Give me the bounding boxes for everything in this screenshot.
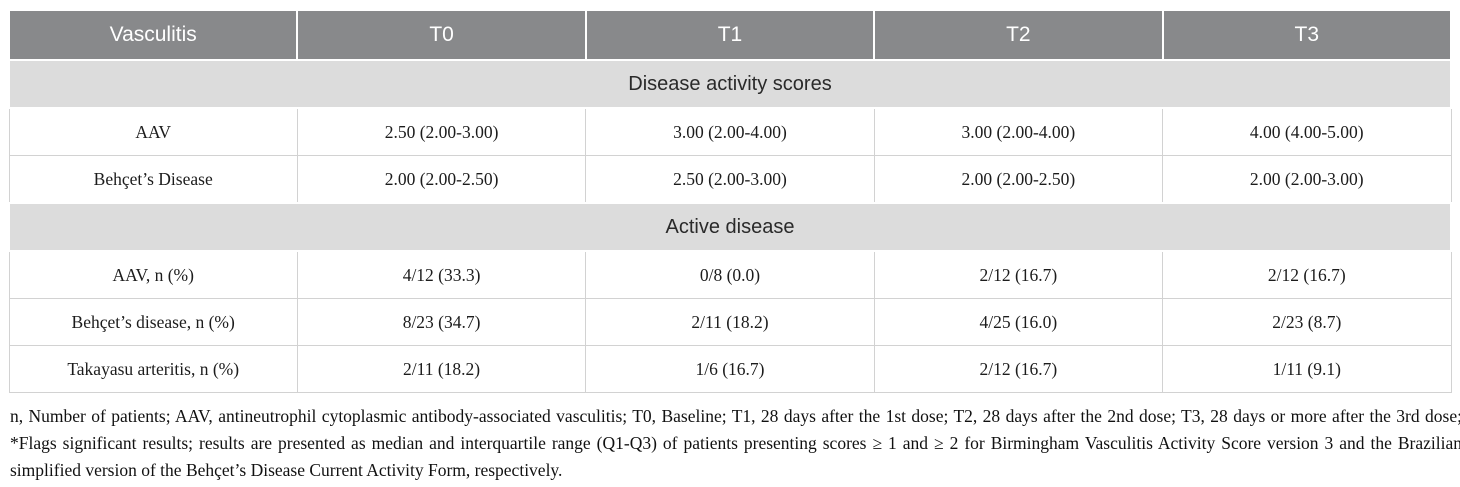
data-cell: 2.00 (2.00-2.50) (296, 155, 587, 204)
table-header-row: Vasculitis T0 T1 T2 T3 (7, 9, 1453, 61)
row-label: AAV, n (%) (8, 250, 298, 299)
data-cell: 1/6 (16.7) (585, 345, 875, 393)
section-header-row: Disease activity scores (8, 59, 1452, 109)
data-cell: 2/12 (16.7) (1162, 250, 1452, 299)
data-cell: 4/12 (33.3) (296, 250, 587, 299)
data-cell: 2/11 (18.2) (296, 345, 587, 393)
row-label: AAV (8, 107, 298, 156)
data-cell: 3.00 (2.00-4.00) (873, 107, 1164, 156)
vasculitis-table: Vasculitis T0 T1 T2 T3 Disease activity … (7, 9, 1453, 393)
section-title-active-disease: Active disease (8, 202, 1452, 252)
table-row: AAV 2.50 (2.00-3.00) 3.00 (2.00-4.00) 3.… (8, 107, 1452, 156)
table-footnote: n, Number of patients; AAV, antineutroph… (10, 406, 1460, 480)
table-row: Takayasu arteritis, n (%) 2/11 (18.2) 1/… (8, 345, 1452, 393)
data-cell: 2/12 (16.7) (873, 250, 1164, 299)
data-cell: 2.00 (2.00-2.50) (873, 155, 1164, 204)
table-row: Behçet’s Disease 2.00 (2.00-2.50) 2.50 (… (8, 155, 1452, 204)
row-label: Behçet’s disease, n (%) (8, 298, 298, 346)
row-label: Takayasu arteritis, n (%) (8, 345, 298, 393)
data-cell: 0/8 (0.0) (585, 250, 875, 299)
data-cell: 2/12 (16.7) (873, 345, 1164, 393)
column-header-t2: T2 (873, 9, 1164, 61)
data-cell: 1/11 (9.1) (1162, 345, 1452, 393)
column-header-t0: T0 (296, 9, 587, 61)
data-cell: 2/23 (8.7) (1162, 298, 1452, 346)
data-cell: 2.00 (2.00-3.00) (1162, 155, 1452, 204)
data-cell: 2/11 (18.2) (585, 298, 875, 346)
data-cell: 2.50 (2.00-3.00) (296, 107, 587, 156)
column-header-vasculitis: Vasculitis (7, 9, 299, 61)
row-label: Behçet’s Disease (8, 155, 298, 204)
table-row: Behçet’s disease, n (%) 8/23 (34.7) 2/11… (8, 298, 1452, 346)
data-cell: 2.50 (2.00-3.00) (585, 155, 875, 204)
column-header-t3: T3 (1161, 9, 1453, 61)
data-cell: 3.00 (2.00-4.00) (585, 107, 875, 156)
data-cell: 4.00 (4.00-5.00) (1162, 107, 1452, 156)
data-cell: 8/23 (34.7) (296, 298, 587, 346)
table-row: AAV, n (%) 4/12 (33.3) 0/8 (0.0) 2/12 (1… (8, 250, 1452, 299)
section-title-disease-activity-scores: Disease activity scores (8, 59, 1452, 109)
section-header-row: Active disease (8, 202, 1452, 252)
data-cell: 4/25 (16.0) (873, 298, 1164, 346)
column-header-t1: T1 (584, 9, 876, 61)
